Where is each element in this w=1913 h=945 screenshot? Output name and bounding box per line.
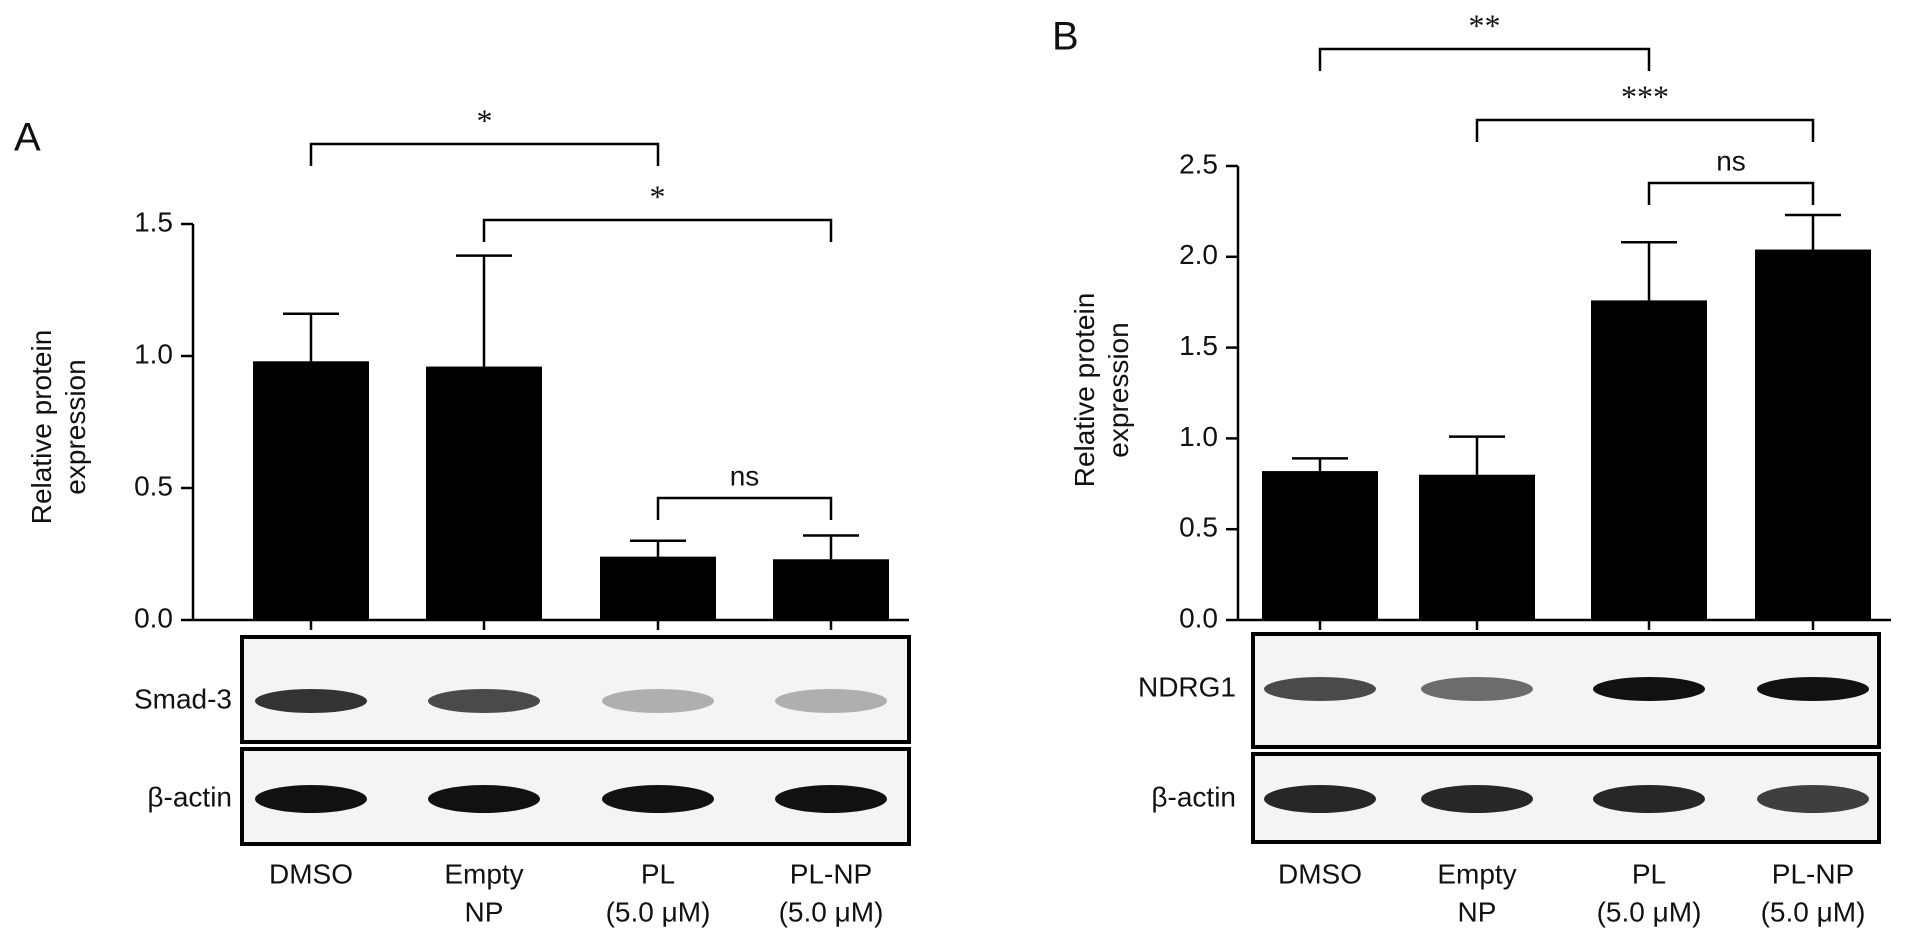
- y-tick-label: 1.5: [1179, 330, 1218, 361]
- x-tick-label: PL: [641, 858, 675, 889]
- blot-band: [602, 785, 714, 813]
- blot-band: [1757, 677, 1869, 701]
- significance-bracket: [656, 496, 833, 520]
- x-tick-label: Empty: [444, 858, 523, 889]
- y-tick-label: 2.5: [1179, 148, 1218, 179]
- significance-bracket: [309, 142, 660, 166]
- x-tick-label: Empty: [1437, 858, 1516, 889]
- blot-band: [255, 785, 367, 813]
- blot-band: [428, 689, 540, 713]
- blot-band: [255, 689, 367, 713]
- y-tick-label: 0.5: [1179, 512, 1218, 543]
- significance-bracket: [1647, 181, 1815, 205]
- x-tick-label: NP: [1458, 896, 1497, 927]
- significance-label: *: [650, 178, 666, 214]
- x-tick-label: (5.0 μM): [779, 896, 884, 927]
- x-tick-label: (5.0 μM): [1761, 896, 1866, 927]
- blot-label: NDRG1: [1138, 671, 1236, 702]
- blot-band: [775, 785, 887, 813]
- x-tick-label: (5.0 μM): [606, 896, 711, 927]
- blot-band: [1421, 785, 1533, 813]
- bar: [426, 366, 542, 620]
- x-tick-label: NP: [465, 896, 504, 927]
- bar: [1419, 474, 1535, 620]
- blot-band: [1757, 785, 1869, 813]
- y-tick-label: 1.5: [134, 206, 173, 237]
- significance-label: ns: [1716, 145, 1746, 176]
- blot-label: β-actin: [1151, 781, 1236, 812]
- y-axis-label-line: expression: [60, 359, 91, 494]
- x-tick-label: PL: [1632, 858, 1666, 889]
- x-tick-label: PL-NP: [790, 858, 872, 889]
- blot-band: [775, 689, 887, 713]
- y-axis-label-line: Relative protein: [1069, 293, 1100, 488]
- panel-label: B: [1052, 15, 1079, 59]
- bar: [1755, 249, 1871, 620]
- y-tick-label: 0.5: [134, 470, 173, 501]
- panel-label: A: [14, 116, 41, 160]
- bar: [600, 556, 716, 620]
- blot-band: [428, 785, 540, 813]
- y-tick-label: 0.0: [1179, 602, 1218, 633]
- significance-label: ***: [1621, 78, 1669, 114]
- blot-band: [1264, 785, 1376, 813]
- y-tick-label: 0.0: [134, 602, 173, 633]
- blot-band: [1593, 785, 1705, 813]
- blot-band: [602, 689, 714, 713]
- blot-label: β-actin: [147, 781, 232, 812]
- x-tick-label: DMSO: [1278, 858, 1362, 889]
- blot-label: Smad-3: [134, 683, 232, 714]
- bar: [253, 361, 369, 620]
- x-tick-label: (5.0 μM): [1597, 896, 1702, 927]
- bar: [1591, 300, 1707, 620]
- bar: [1262, 471, 1378, 620]
- significance-label: ns: [730, 460, 760, 491]
- significance-label: **: [1469, 7, 1501, 43]
- x-tick-label: DMSO: [269, 858, 353, 889]
- x-tick-label: PL-NP: [1772, 858, 1854, 889]
- blot-band: [1264, 677, 1376, 701]
- blot-band: [1593, 677, 1705, 701]
- significance-bracket: [1475, 118, 1815, 142]
- significance-bracket: [1318, 47, 1651, 71]
- y-axis-label: Relative protein expression: [26, 330, 91, 525]
- y-tick-label: 2.0: [1179, 239, 1218, 270]
- y-tick-label: 1.0: [134, 338, 173, 369]
- y-axis-label-line: Relative protein: [26, 330, 57, 525]
- significance-bracket: [482, 218, 833, 242]
- blot-band: [1421, 677, 1533, 701]
- blot-frame: [240, 635, 911, 744]
- y-axis-label: Relative protein expression: [1069, 293, 1134, 488]
- y-tick-label: 1.0: [1179, 421, 1218, 452]
- bar: [773, 559, 889, 620]
- y-axis-label-line: expression: [1103, 322, 1134, 457]
- significance-label: *: [477, 102, 493, 138]
